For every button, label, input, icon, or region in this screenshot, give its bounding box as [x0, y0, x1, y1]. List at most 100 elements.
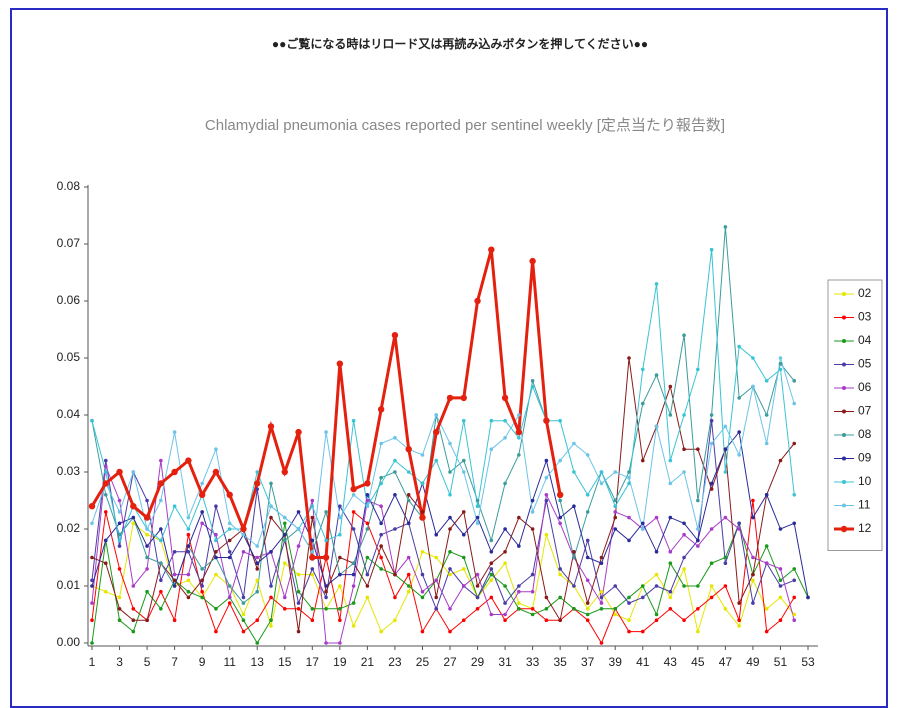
point: [613, 515, 618, 520]
point: [338, 607, 342, 611]
point: [379, 567, 383, 571]
point: [448, 493, 452, 497]
point: [145, 498, 149, 503]
point: [627, 629, 631, 634]
point: [613, 498, 618, 503]
legend-marker: [842, 480, 846, 484]
point: [764, 413, 769, 417]
x-tick-label: 1: [89, 655, 96, 669]
point: [572, 470, 576, 474]
x-tick-label: 39: [609, 655, 623, 669]
point: [269, 481, 273, 486]
point: [172, 578, 177, 583]
point: [200, 589, 204, 594]
point: [379, 629, 383, 634]
point: [227, 550, 232, 554]
point: [778, 361, 783, 366]
point: [103, 464, 108, 469]
point: [117, 595, 122, 600]
point: [90, 618, 94, 622]
point: [145, 532, 149, 537]
point: [102, 480, 109, 487]
point: [696, 538, 700, 543]
point: [90, 418, 94, 423]
point: [461, 532, 466, 537]
point: [696, 607, 700, 611]
point: [475, 504, 480, 509]
point: [599, 481, 604, 486]
point: [792, 578, 797, 583]
point: [282, 538, 287, 543]
point: [751, 572, 755, 577]
point: [599, 641, 604, 645]
point: [448, 470, 452, 474]
x-tick-label: 51: [774, 655, 788, 669]
legend-label: 07: [858, 404, 872, 418]
point: [461, 510, 466, 514]
point: [585, 612, 590, 617]
point: [227, 538, 232, 543]
point: [338, 584, 342, 588]
series-line: [91, 357, 795, 632]
point: [116, 468, 123, 476]
point: [489, 561, 494, 565]
y-tick-label: 0.07: [57, 236, 81, 250]
point: [159, 589, 163, 594]
point: [792, 493, 797, 497]
point: [420, 550, 425, 554]
point: [599, 589, 604, 594]
point: [145, 618, 149, 622]
point: [654, 572, 659, 577]
point: [613, 510, 618, 514]
point: [530, 498, 535, 503]
point: [668, 607, 673, 611]
point: [131, 618, 136, 622]
point: [365, 504, 370, 509]
point: [143, 514, 151, 521]
point: [613, 612, 618, 617]
point: [448, 515, 452, 520]
point: [200, 584, 204, 588]
point: [351, 510, 356, 514]
point: [227, 584, 232, 588]
point: [709, 487, 714, 491]
series-line: [91, 357, 795, 554]
y-tick-label: 0.00: [57, 635, 81, 649]
x-tick-label: 13: [251, 655, 265, 669]
point: [186, 589, 191, 594]
point: [448, 607, 452, 611]
x-tick-label: 23: [388, 655, 402, 669]
point: [88, 503, 96, 510]
point: [515, 428, 523, 436]
point: [117, 618, 122, 622]
point: [654, 282, 659, 286]
point: [682, 470, 686, 474]
point: [544, 532, 549, 537]
point: [640, 527, 645, 531]
point: [186, 572, 191, 577]
point: [682, 413, 686, 417]
point: [351, 527, 356, 531]
point: [269, 595, 273, 600]
point: [379, 521, 383, 526]
point: [475, 498, 480, 503]
point: [145, 567, 149, 571]
point: [543, 417, 550, 424]
point: [351, 418, 356, 423]
chart-title: Chlamydial pneumonia cases reported per …: [205, 117, 725, 134]
point: [282, 607, 287, 611]
point: [117, 521, 122, 526]
point: [503, 601, 507, 605]
point: [406, 521, 411, 526]
point: [682, 567, 686, 571]
point: [627, 470, 631, 474]
point: [351, 493, 356, 497]
point: [475, 607, 480, 611]
point: [420, 510, 425, 514]
point: [460, 394, 467, 402]
point: [214, 532, 218, 537]
point: [338, 532, 342, 537]
point: [461, 618, 466, 622]
point: [324, 430, 328, 434]
point: [145, 544, 149, 548]
